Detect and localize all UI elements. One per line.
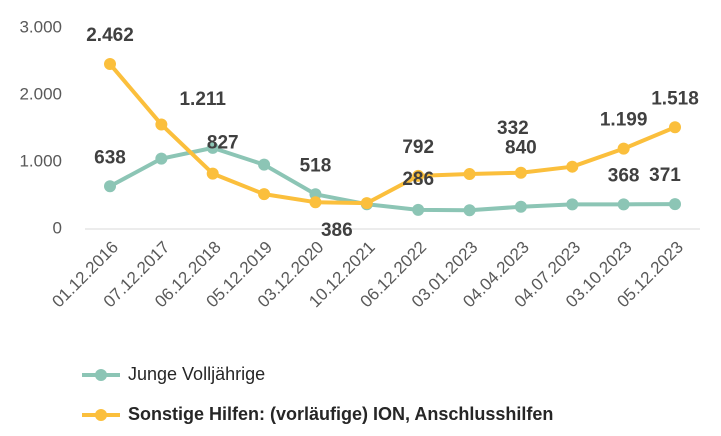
data-label: 332 [497,118,529,139]
point [412,203,425,216]
point [463,204,476,217]
point [617,142,630,155]
point [104,58,116,71]
point [155,118,168,131]
point [669,198,681,211]
point [360,197,373,210]
point [566,160,579,173]
point [206,141,219,154]
legend-label: Sonstige Hilfen: (vorläufige) ION, Ansch… [128,404,553,424]
data-label: 518 [300,155,332,176]
point [514,200,527,213]
point [412,169,425,182]
series-line [109,145,676,213]
point [309,196,322,209]
data-label: 371 [649,165,681,186]
y-tick-label: 1.000 [19,151,62,170]
point [514,166,527,179]
data-label: 2.462 [86,25,134,46]
data-label: 638 [94,147,126,168]
data-label: 827 [207,133,239,154]
point [566,198,579,211]
y-tick-label: 2.000 [19,84,62,103]
data-label: 386 [321,220,353,241]
point [669,121,681,134]
data-label: 286 [402,169,434,190]
data-label: 368 [608,165,640,186]
data-label: 1.211 [179,89,226,110]
legend-marker [95,409,107,421]
series-line [108,62,676,206]
point [104,180,116,193]
point [463,168,476,181]
y-tick-label: 3.000 [19,17,62,36]
data-label: 840 [505,138,537,159]
point [206,167,219,180]
data-label: 1.199 [600,110,648,131]
data-label: 792 [402,137,434,158]
point [258,158,271,171]
data-label: 1.518 [651,88,699,109]
legend-marker [95,369,107,381]
y-tick-label: 0 [53,218,62,237]
point [155,152,168,165]
legend-label: Junge Volljährige [128,364,265,384]
point [258,188,271,201]
point [617,198,630,211]
